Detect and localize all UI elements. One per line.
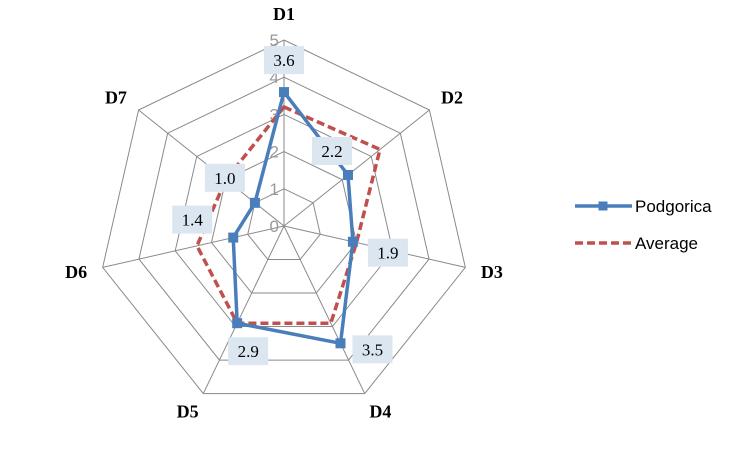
data-label-box-d3 [367, 238, 408, 267]
series-line-podgorica [231, 90, 355, 346]
tick-label-3: 3 [270, 105, 279, 124]
marker-podgorica-d3 [347, 236, 358, 247]
grid-spoke-d6 [102, 225, 285, 268]
category-label-d5: D5 [177, 402, 199, 422]
legend-item-average: Average [575, 234, 698, 253]
data-label-box-d2 [311, 136, 352, 165]
category-label-d3: D3 [481, 262, 503, 282]
tick-label-0: 0 [270, 217, 279, 236]
grid-ring-5 [102, 39, 466, 395]
data-label-box-d7 [204, 163, 245, 192]
grid-ring-1 [247, 188, 321, 261]
marker-podgorica-d6 [228, 232, 239, 243]
marker-podgorica-d2 [342, 169, 353, 180]
radial-tick-labels: 0 1 2 3 4 5 [270, 31, 279, 236]
series-layer [195, 87, 382, 349]
data-label-podgorica-d5: 2.9 [238, 342, 259, 361]
marker-podgorica-d4 [335, 338, 346, 349]
legend-item-podgorica: Podgorica [575, 197, 712, 216]
data-label-box-d1 [264, 46, 304, 75]
data-label-box-d5 [228, 337, 269, 366]
marker-podgorica-d7 [249, 197, 260, 208]
data-label-podgorica-d2: 2.2 [321, 142, 342, 161]
legend: Podgorica Average [575, 197, 712, 253]
grid-spoke-d2 [283, 109, 430, 227]
legend-label-podgorica: Podgorica [635, 197, 712, 216]
data-label-box-d6 [172, 205, 213, 234]
grid-ring-4 [138, 76, 430, 361]
tick-label-2: 2 [270, 143, 279, 162]
category-label-d7: D7 [105, 88, 127, 108]
category-label-d1: D1 [273, 4, 295, 24]
marker-podgorica-d5 [232, 318, 243, 329]
tick-label-4: 4 [270, 68, 279, 87]
legend-label-average: Average [635, 234, 698, 253]
grid-spoke-d5 [202, 225, 285, 394]
category-label-d6: D6 [65, 262, 87, 282]
marker-podgorica-d1 [279, 87, 289, 98]
category-label-d2: D2 [441, 88, 463, 108]
series-line-average [195, 105, 382, 325]
category-label-d4: D4 [369, 402, 391, 422]
data-label-podgorica-d4: 3.5 [362, 340, 383, 359]
data-labels: 3.6 2.2 1.9 3.5 2.9 1.4 1.0 [172, 46, 408, 366]
data-label-box-d4 [352, 335, 393, 364]
data-label-podgorica-d7: 1.0 [214, 169, 235, 188]
category-labels: D1 D2 D3 D4 D5 D6 D7 [65, 4, 503, 422]
data-label-podgorica-d3: 1.9 [377, 244, 398, 263]
tick-label-1: 1 [270, 180, 279, 199]
legend-marker-podgorica [598, 201, 608, 211]
grid-spoke-d4 [283, 225, 366, 394]
data-label-podgorica-d1: 3.6 [273, 51, 294, 70]
tick-label-5: 5 [270, 31, 279, 50]
data-label-podgorica-d6: 1.4 [182, 211, 204, 230]
grid-ring-3 [174, 113, 394, 328]
